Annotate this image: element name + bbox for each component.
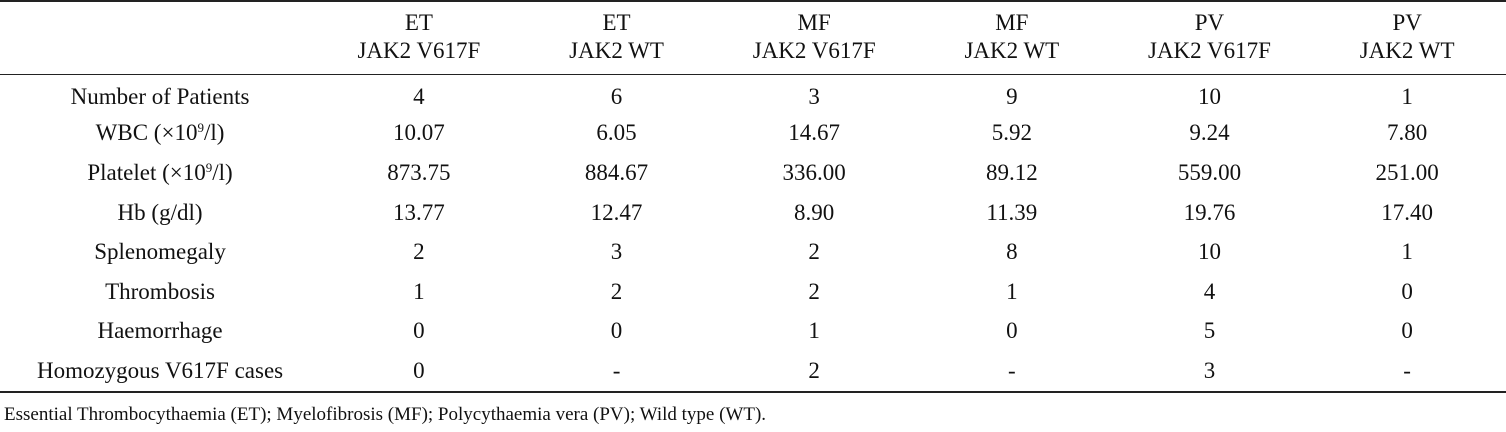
header-row: ET JAK2 V617F ET JAK2 WT MF JAK2 V617F MF JA… xyxy=(0,0,1506,74)
table-cell: 12.47 xyxy=(590,199,643,225)
table-row: WBC (×109/l) 10.07 6.05 14.67 5.92 9.24 7.80 xyxy=(0,114,1506,154)
column-header: ET JAK2 V617F xyxy=(357,10,481,63)
table-cell: 5 xyxy=(1203,318,1216,344)
table-row: Splenomegaly 2 3 2 8 10 1 xyxy=(0,232,1506,272)
table-cell: 6 xyxy=(610,83,623,109)
table-cell: 3 xyxy=(808,83,820,109)
table-cell: 2 xyxy=(808,278,820,304)
table-cell: 1 xyxy=(1401,83,1413,109)
table-row: Hb (g/dl) 13.77 12.47 8.90 11.39 19.76 17.40 xyxy=(0,193,1506,233)
table-cell: 2 xyxy=(808,357,820,383)
row-label: Haemorrhage xyxy=(97,318,223,344)
table-cell: 4 xyxy=(413,83,425,109)
table-cell: - xyxy=(1403,357,1411,383)
table-footnote: Essential Thrombocythaemia (ET); Myelofi… xyxy=(4,404,767,425)
row-label: Splenomegaly xyxy=(94,239,226,265)
table-cell: 0 xyxy=(610,318,623,344)
table-cell: 0 xyxy=(1401,318,1413,344)
table-cell: 10 xyxy=(1197,83,1221,109)
table-cell: 0 xyxy=(1006,318,1018,344)
table-cell: 13.77 xyxy=(393,199,445,225)
table-cell: 10.07 xyxy=(393,120,445,146)
table-cell: - xyxy=(1007,357,1016,383)
table-row: Platelet (×109/l) 873.75 884.67 336.00 89.12… xyxy=(0,153,1506,193)
table-cell: 0 xyxy=(413,318,425,344)
row-label: Hb (g/dl) xyxy=(117,199,203,225)
column-header: MF JAK2 V617F xyxy=(752,10,876,63)
column-header: PV JAK2 V617F xyxy=(1148,10,1271,63)
row-label: Thrombosis xyxy=(105,278,215,304)
column-header: PV JAK2 WT xyxy=(1359,10,1455,63)
table-cell: 11.39 xyxy=(986,199,1038,225)
table-cell: 0 xyxy=(413,357,425,383)
table-cell: 1 xyxy=(1401,239,1413,265)
table-cell: 17.40 xyxy=(1381,199,1434,225)
bottom-rule xyxy=(0,391,1506,393)
table-cell: 1 xyxy=(413,278,425,304)
table-row: Number of Patients 4 6 3 9 10 1 xyxy=(0,74,1506,114)
table-cell: 1 xyxy=(1006,278,1018,304)
table-cell: 2 xyxy=(413,239,425,265)
row-label: Number of Patients xyxy=(70,83,250,109)
table-cell: 14.67 xyxy=(788,120,841,146)
table-cell: 9 xyxy=(1006,83,1018,109)
table-cell: 5.92 xyxy=(991,120,1032,146)
table-cell: 8.90 xyxy=(794,199,835,225)
table-cell: - xyxy=(612,357,621,383)
table-row: Haemorrhage 0 0 1 0 5 0 xyxy=(0,312,1506,352)
corner-cell xyxy=(0,0,320,74)
table-cell: 3 xyxy=(610,239,623,265)
table-cell: 1 xyxy=(808,318,820,344)
row-label: Homozygous V617F cases xyxy=(36,357,284,383)
table-cell: 2 xyxy=(610,278,623,304)
table-cell: 2 xyxy=(808,239,820,265)
table-row: Thrombosis 1 2 2 1 4 0 xyxy=(0,272,1506,312)
table-cell: 8 xyxy=(1006,239,1018,265)
column-header: MF JAK2 WT xyxy=(964,10,1060,63)
table-cell: 559.00 xyxy=(1177,159,1242,185)
table-cell: 10 xyxy=(1197,239,1221,265)
table-cell: 6.05 xyxy=(596,120,637,146)
top-rule xyxy=(0,0,1506,2)
table-row: Homozygous V617F cases 0 - 2 - 3 - xyxy=(0,351,1506,391)
table-cell: 336.00 xyxy=(782,159,846,185)
table-cell: 884.67 xyxy=(584,159,649,185)
table-cell: 9.24 xyxy=(1189,120,1230,146)
table-cell: 89.12 xyxy=(985,159,1038,185)
header-rule xyxy=(0,74,1506,75)
column-header: ET JAK2 WT xyxy=(569,10,664,63)
table-cell: 19.76 xyxy=(1183,199,1236,225)
table-cell: 251.00 xyxy=(1375,159,1439,185)
table-cell: 7.80 xyxy=(1387,120,1428,146)
row-label: WBC (×109/l) xyxy=(95,120,225,146)
table-cell: 4 xyxy=(1203,278,1216,304)
table-cell: 0 xyxy=(1401,278,1413,304)
data-table: ET JAK2 V617F ET JAK2 WT MF JAK2 V617F MF JA… xyxy=(0,0,1506,391)
table-cell: 3 xyxy=(1203,357,1216,383)
row-label: Platelet (×109/l) xyxy=(87,159,233,185)
table-cell: 873.75 xyxy=(387,159,451,185)
